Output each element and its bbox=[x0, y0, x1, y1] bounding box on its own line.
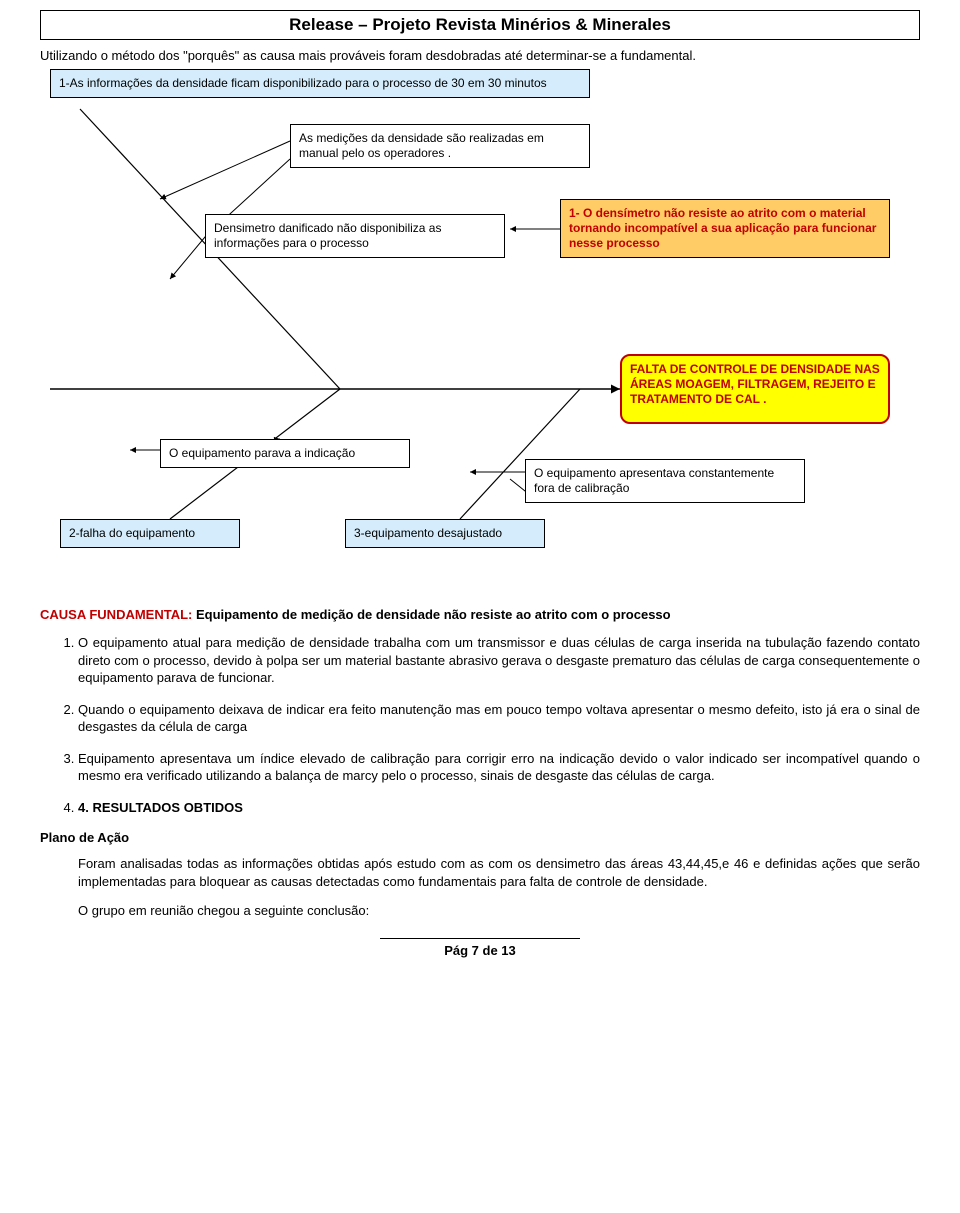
causa-text: Equipamento de medição de densidade não … bbox=[192, 607, 670, 622]
causa-label: CAUSA FUNDAMENTAL: bbox=[40, 607, 192, 622]
item-1: O equipamento atual para medição de dens… bbox=[78, 634, 920, 687]
box-parava-indicacao: O equipamento parava a indicação bbox=[160, 439, 410, 468]
plano-label: Plano de Ação bbox=[40, 830, 920, 845]
conclusao-text: O grupo em reunião chegou a seguinte con… bbox=[40, 902, 920, 920]
box-causa-raiz: 1- O densímetro não resiste ao atrito co… bbox=[560, 199, 890, 258]
box-equipamento-desajustado: 3-equipamento desajustado bbox=[345, 519, 545, 548]
box-problema: FALTA DE CONTROLE DE DENSIDADE NAS ÁREAS… bbox=[620, 354, 890, 424]
resultados-label: 4. RESULTADOS OBTIDOS bbox=[78, 800, 243, 815]
plano-text: Foram analisadas todas as informações ob… bbox=[40, 855, 920, 890]
box-info-30min: 1-As informações da densidade ficam disp… bbox=[50, 69, 590, 98]
box-fora-calibracao: O equipamento apresentava constantemente… bbox=[525, 459, 805, 503]
item-3: Equipamento apresentava um índice elevad… bbox=[78, 750, 920, 785]
page-title: Release – Projeto Revista Minérios & Min… bbox=[40, 10, 920, 40]
box-densimetro-danificado: Densimetro danificado não disponibiliza … bbox=[205, 214, 505, 258]
page-footer: Pág 7 de 13 bbox=[380, 938, 580, 958]
box-falha-equipamento: 2-falha do equipamento bbox=[60, 519, 240, 548]
item-4: 4. RESULTADOS OBTIDOS bbox=[78, 799, 920, 817]
item-2: Quando o equipamento deixava de indicar … bbox=[78, 701, 920, 736]
causa-list: O equipamento atual para medição de dens… bbox=[40, 634, 920, 816]
causa-fundamental: CAUSA FUNDAMENTAL: Equipamento de mediçã… bbox=[40, 607, 920, 622]
intro-text: Utilizando o método dos "porquês" as cau… bbox=[40, 48, 920, 63]
fishbone-diagram: 1-As informações da densidade ficam disp… bbox=[40, 69, 920, 589]
box-medicoes-manual: As medições da densidade são realizadas … bbox=[290, 124, 590, 168]
